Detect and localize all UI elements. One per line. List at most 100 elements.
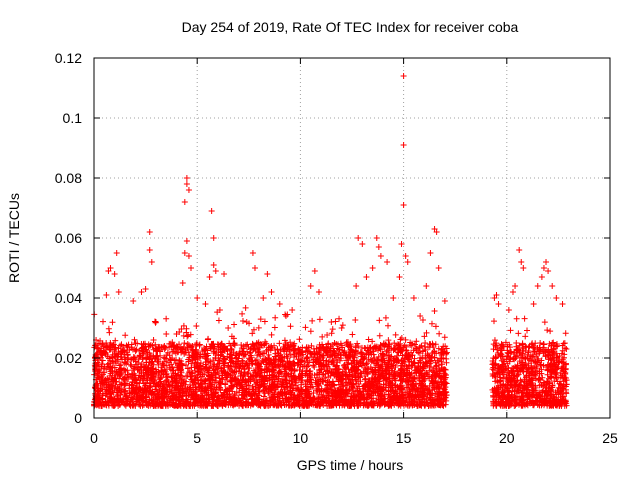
data-point [353, 377, 360, 384]
data-point [221, 399, 228, 406]
data-point [208, 341, 215, 348]
data-point [193, 340, 200, 347]
data-point [490, 318, 497, 325]
data-point [309, 317, 316, 324]
data-point [424, 386, 431, 393]
data-point [319, 362, 326, 369]
data-point [147, 375, 154, 382]
data-point [349, 388, 356, 395]
data-point [244, 362, 251, 369]
data-point [220, 368, 227, 375]
data-point [161, 343, 168, 350]
data-point [212, 389, 219, 396]
data-point [424, 371, 431, 378]
data-point [339, 368, 346, 375]
data-point [407, 373, 414, 380]
data-point [159, 360, 166, 367]
data-point [238, 342, 245, 349]
data-point [283, 397, 290, 404]
data-point [164, 349, 171, 356]
data-point [426, 367, 433, 374]
data-point [274, 393, 281, 400]
data-point [204, 336, 211, 343]
data-point [296, 366, 303, 373]
data-point [362, 375, 369, 382]
data-point [152, 319, 159, 325]
data-point [94, 390, 101, 397]
data-point [239, 357, 246, 364]
data-point [364, 360, 371, 367]
data-point [180, 332, 187, 339]
data-point [298, 395, 305, 402]
data-point [346, 369, 353, 376]
data-point [239, 385, 246, 392]
data-point [105, 325, 112, 332]
data-point [188, 376, 195, 383]
data-point [204, 402, 211, 409]
data-point [276, 340, 283, 347]
data-point [412, 388, 419, 395]
data-point [357, 369, 364, 376]
data-point [345, 402, 352, 409]
data-point [547, 328, 554, 335]
data-point [322, 397, 329, 404]
data-point [388, 353, 395, 360]
data-point [544, 327, 551, 334]
data-point [342, 371, 349, 378]
data-point [335, 346, 342, 353]
data-point [97, 345, 104, 352]
data-point [293, 396, 300, 403]
data-point [244, 370, 251, 377]
data-point [223, 395, 230, 402]
data-point [242, 304, 249, 311]
data-point [419, 316, 426, 323]
data-point [238, 369, 245, 376]
data-point [155, 372, 162, 379]
data-point [335, 378, 342, 385]
data-point [369, 338, 376, 345]
data-point [358, 349, 365, 356]
data-point [265, 351, 272, 358]
data-point [231, 368, 238, 375]
data-point [336, 369, 343, 376]
data-point [150, 336, 157, 343]
data-point [491, 337, 498, 344]
data-point [240, 351, 247, 358]
data-point [110, 359, 117, 366]
data-point [535, 376, 542, 383]
data-point [235, 367, 242, 374]
data-point [142, 379, 149, 386]
data-point [163, 374, 170, 381]
data-point [336, 315, 343, 322]
data-point [151, 318, 158, 325]
data-point [122, 374, 129, 381]
data-point [268, 387, 275, 394]
data-point [169, 392, 176, 399]
data-point [381, 391, 388, 398]
data-point [155, 356, 162, 363]
data-point [395, 342, 402, 349]
data-point [324, 332, 331, 339]
data-point [116, 362, 123, 369]
data-point [280, 399, 287, 406]
data-point [111, 395, 118, 402]
data-point [239, 310, 246, 317]
data-point [402, 347, 409, 354]
data-point [326, 398, 333, 405]
data-point [357, 388, 364, 395]
data-point [151, 370, 158, 377]
data-point [228, 374, 235, 381]
data-point [408, 342, 415, 349]
data-point [403, 363, 410, 370]
data-point [145, 371, 152, 378]
data-point [362, 401, 369, 408]
data-point [216, 375, 223, 382]
data-point [154, 352, 161, 359]
data-point [420, 385, 427, 392]
data-point [320, 392, 327, 399]
data-point [194, 360, 201, 367]
data-point [143, 398, 150, 405]
data-point [112, 337, 119, 344]
data-point [353, 359, 360, 366]
data-point [281, 337, 288, 344]
